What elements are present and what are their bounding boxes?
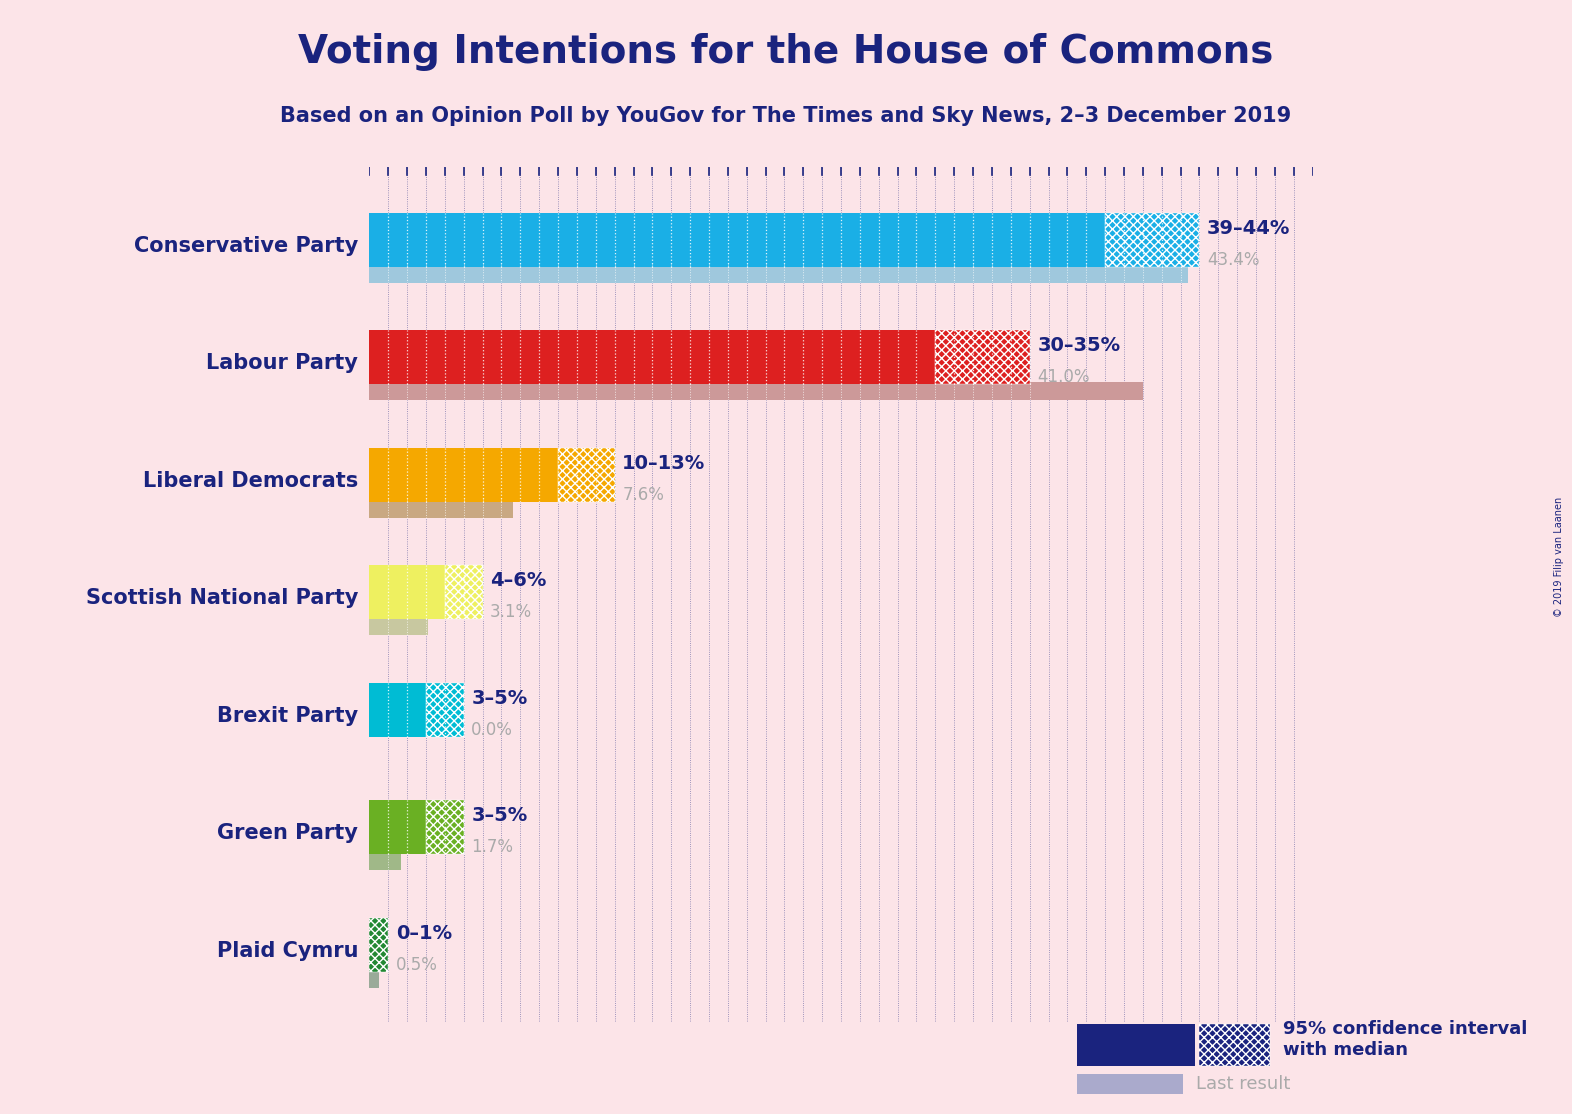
Text: Liberal Democrats: Liberal Democrats [143, 471, 358, 491]
Bar [369, 851, 401, 870]
Text: 41.0%: 41.0% [1038, 369, 1089, 387]
Text: 0.5%: 0.5% [396, 956, 437, 974]
Text: 3–5%: 3–5% [472, 688, 528, 707]
Text: 1.7%: 1.7% [472, 839, 514, 857]
Bar [1105, 213, 1199, 267]
Bar [558, 448, 615, 502]
Text: 4–6%: 4–6% [490, 571, 547, 590]
Bar [935, 331, 1030, 384]
Bar [445, 566, 483, 619]
Bar [369, 213, 1105, 267]
Text: 95% confidence interval
with median: 95% confidence interval with median [1283, 1020, 1526, 1058]
Bar [369, 264, 1188, 283]
Text: Last result: Last result [1196, 1075, 1291, 1093]
Bar [369, 566, 445, 619]
Bar [369, 616, 428, 635]
Text: Labour Party: Labour Party [206, 353, 358, 373]
Bar [369, 801, 426, 854]
Text: 30–35%: 30–35% [1038, 336, 1121, 355]
Text: Based on an Opinion Poll by YouGov for The Times and Sky News, 2–3 December 2019: Based on an Opinion Poll by YouGov for T… [280, 106, 1292, 126]
Text: Voting Intentions for the House of Commons: Voting Intentions for the House of Commo… [299, 33, 1273, 71]
Text: 7.6%: 7.6% [623, 486, 663, 504]
Text: 10–13%: 10–13% [623, 453, 706, 472]
Bar [369, 918, 388, 973]
Text: 0–1%: 0–1% [396, 924, 453, 942]
Bar [369, 448, 558, 502]
Text: Brexit Party: Brexit Party [217, 706, 358, 726]
Text: 3.1%: 3.1% [490, 604, 533, 622]
Text: 0.0%: 0.0% [472, 721, 512, 739]
Bar [369, 331, 935, 384]
Bar [369, 969, 379, 988]
Bar [369, 499, 512, 518]
Text: Scottish National Party: Scottish National Party [86, 588, 358, 608]
Text: 43.4%: 43.4% [1207, 251, 1259, 268]
Bar [426, 683, 464, 737]
Text: 39–44%: 39–44% [1207, 218, 1291, 237]
Text: 3–5%: 3–5% [472, 807, 528, 825]
Bar [369, 683, 426, 737]
Text: Conservative Party: Conservative Party [134, 236, 358, 256]
Bar [426, 801, 464, 854]
Text: © 2019 Filip van Laanen: © 2019 Filip van Laanen [1555, 497, 1564, 617]
Text: Plaid Cymru: Plaid Cymru [217, 941, 358, 961]
Text: Green Party: Green Party [217, 823, 358, 843]
Bar [369, 382, 1143, 400]
